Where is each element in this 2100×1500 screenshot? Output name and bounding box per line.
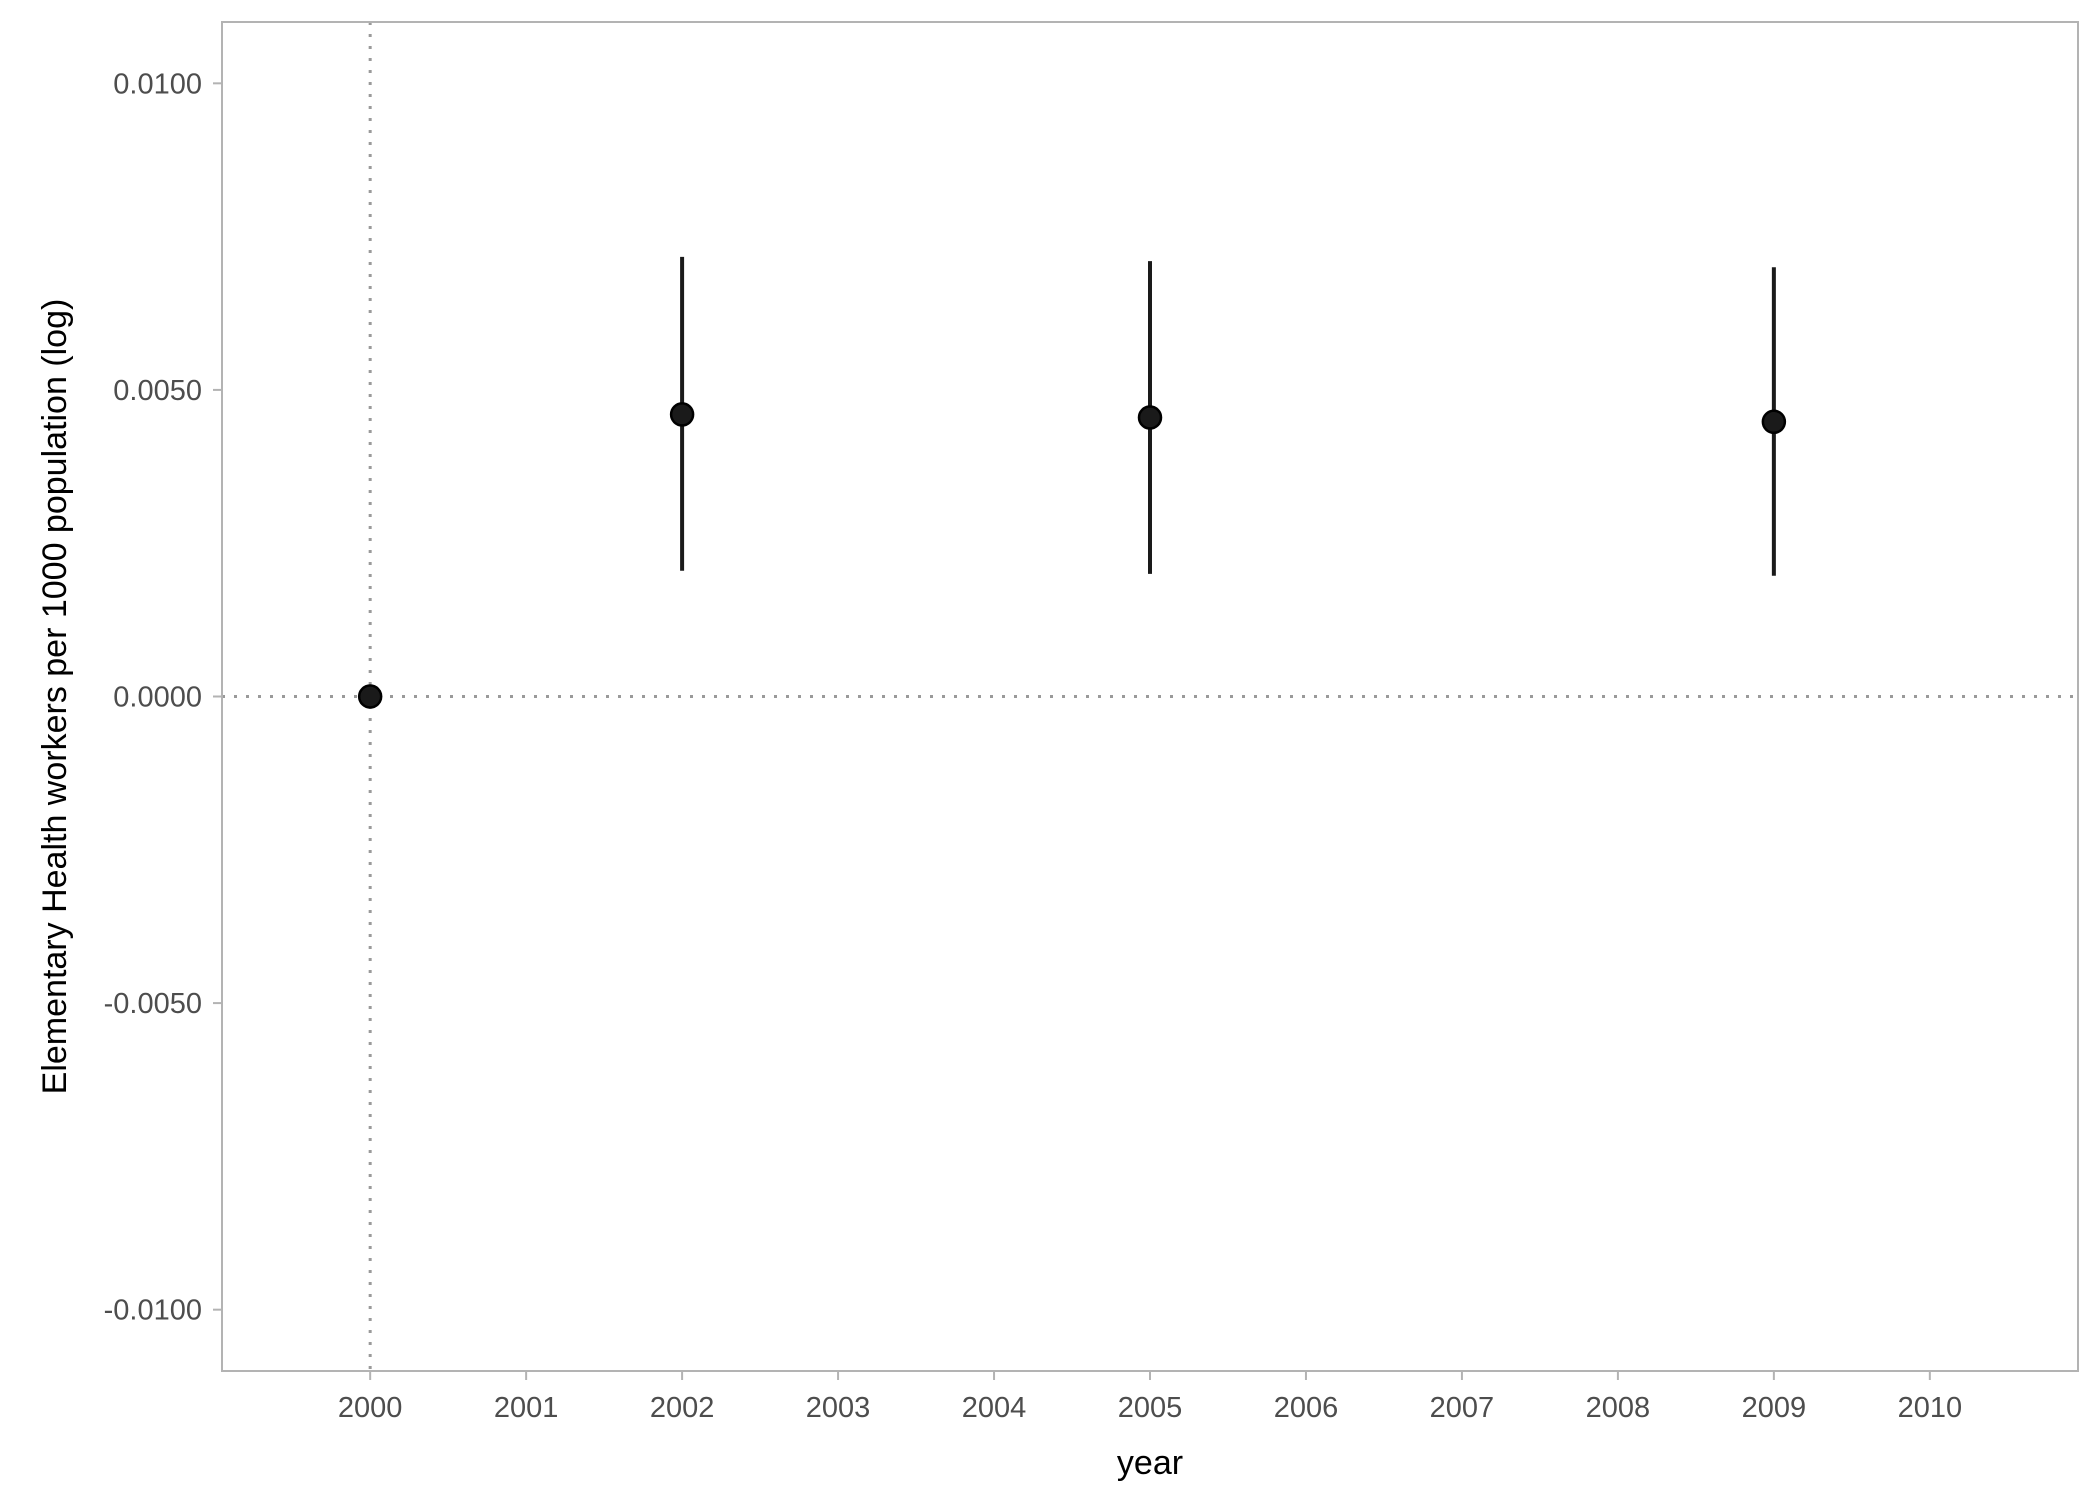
y-tick-label: -0.0100 [104, 1295, 202, 1327]
x-tick-label: 2005 [1118, 1392, 1183, 1424]
panel-border [221, 21, 2079, 1372]
x-tick-label: 2008 [1586, 1392, 1651, 1424]
y-axis-ticks: 0.0100 0.0050 0.0000 -0.0050 -0.0100 [104, 68, 222, 1327]
x-tick-label: 2003 [806, 1392, 871, 1424]
x-tick-label: 2001 [494, 1392, 559, 1424]
y-tick-label: 0.0050 [113, 375, 202, 407]
x-tick-label: 2007 [1430, 1392, 1495, 1424]
y-tick-label: 0.0100 [113, 68, 202, 100]
x-tick-label: 2009 [1742, 1392, 1807, 1424]
x-axis-title: year [1117, 1444, 1183, 1482]
x-tick-label: 2002 [650, 1392, 715, 1424]
x-tick-label: 2010 [1898, 1392, 1963, 1424]
y-tick-label: 0.0000 [113, 682, 202, 714]
plot-marks [357, 256, 1787, 709]
x-tick-label: 2004 [962, 1392, 1027, 1424]
data-point [357, 684, 383, 709]
x-tick-label: 2000 [338, 1392, 403, 1424]
x-axis-ticks: 2000 2001 2002 2003 2004 2005 2006 2007 2008 2009… [338, 1371, 1962, 1424]
data-point [669, 402, 695, 427]
y-tick-label: -0.0050 [104, 988, 202, 1020]
x-tick-label: 2006 [1274, 1392, 1339, 1424]
data-point [1761, 409, 1787, 435]
data-point [1137, 405, 1163, 430]
y-axis-title: Elementary Health workers per 1000 popul… [36, 299, 74, 1095]
